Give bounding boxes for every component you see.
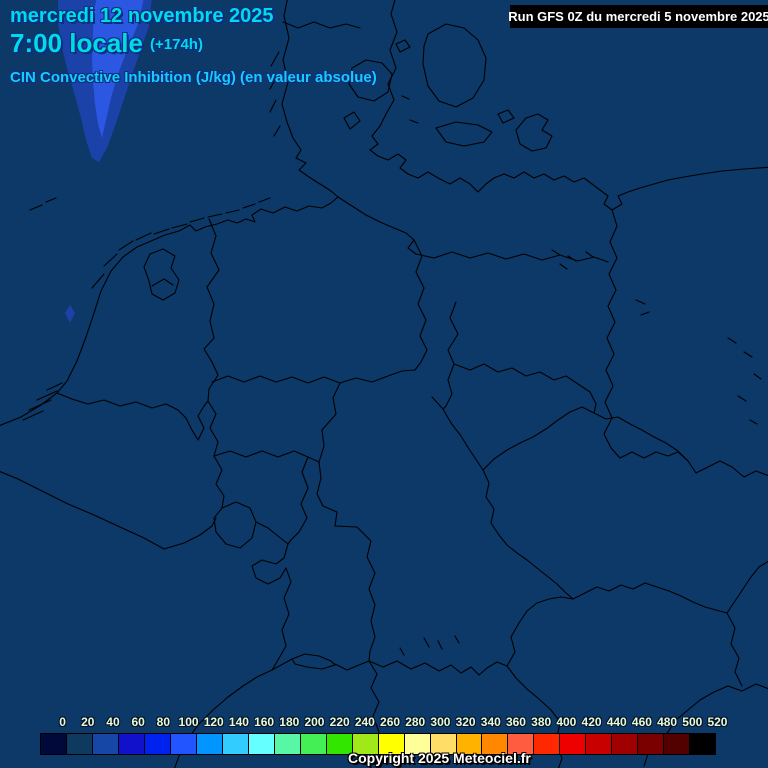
colorbar-cell: [456, 734, 483, 754]
cin-region-mid: [92, 0, 144, 138]
colorbar-tick-label: 160: [254, 715, 275, 729]
colorbar-tick-label: 380: [531, 715, 552, 729]
colorbar-cell: [690, 734, 716, 754]
colorbar-tick-label: 40: [106, 715, 120, 729]
colorbar-tick-label: 480: [657, 715, 678, 729]
colorbar-cells: [40, 733, 716, 755]
forecast-offset-label: (+174h): [150, 36, 203, 53]
colorbar-cell: [170, 734, 197, 754]
colorbar-tick-label: 360: [505, 715, 526, 729]
colorbar-tick-label: 60: [131, 715, 145, 729]
colorbar-cell: [664, 734, 691, 754]
colorbar-cell: [326, 734, 353, 754]
product-title: CIN Convective Inhibition (J/kg) (en val…: [10, 69, 377, 86]
colorbar-cell: [638, 734, 665, 754]
colorbar-cell: [378, 734, 405, 754]
islands: [22, 23, 553, 421]
colorbar-tick-label: 340: [480, 715, 501, 729]
colorbar-tick-label: 500: [682, 715, 703, 729]
coastline-north-sea: [0, 0, 339, 426]
colorbar-tick-label: 460: [631, 715, 652, 729]
colorbar-tick-label: 20: [81, 715, 95, 729]
colorbar-tick-label: 180: [279, 715, 300, 729]
country-borders: [0, 209, 768, 768]
colorbar-tick-label: 200: [304, 715, 325, 729]
colorbar-cell: [612, 734, 639, 754]
colorbar-tick-label: 440: [606, 715, 627, 729]
colorbar-cell: [144, 734, 171, 754]
colorbar-tick-label: 260: [380, 715, 401, 729]
colorbar-tick-label: 520: [707, 715, 728, 729]
colorbar-labels: 0 20 40 60 80 100 120 140 160 180 200 220 240 260 280 3…: [50, 715, 730, 730]
colorbar-cell: [560, 734, 587, 754]
limfjord-line: [282, 21, 361, 29]
colorbar-cell: [66, 734, 93, 754]
colorbar-cell: [586, 734, 613, 754]
colorbar-tick-label: 240: [354, 715, 375, 729]
colorbar-tick-label: 100: [178, 715, 199, 729]
colorbar-tick-label: 120: [203, 715, 224, 729]
colorbar-cell: [404, 734, 431, 754]
colorbar-cell: [430, 734, 457, 754]
cin-region-group: [58, 0, 152, 323]
date-label: mercredi 12 novembre 2025: [10, 5, 274, 27]
state-borders: [211, 196, 609, 662]
colorbar-tick-label: 80: [156, 715, 171, 729]
colorbar-cell: [196, 734, 223, 754]
colorbar-tick-label: 220: [329, 715, 350, 729]
colorbar-tick-label: 140: [228, 715, 249, 729]
colorbar-cell: [248, 734, 275, 754]
colorbar-cell: [534, 734, 561, 754]
colorbar-tick-label: 280: [405, 715, 426, 729]
colorbar-cell: [41, 734, 67, 754]
colorbar-tick-label: 420: [581, 715, 602, 729]
colorbar-cell: [118, 734, 145, 754]
colorbar-tick-label: 0: [59, 715, 66, 729]
lakes: [143, 248, 762, 670]
local-time-label: 7:00 locale: [10, 28, 143, 58]
copyright-label: Copyright 2025 Meteociel.fr: [348, 750, 531, 766]
run-info-box: Run GFS 0Z du mercredi 5 novembre 2025: [508, 5, 768, 28]
colorbar-cell: [482, 734, 509, 754]
colorbar-tick-label: 320: [455, 715, 476, 729]
cin-spot: [65, 305, 75, 323]
run-info-label: Run GFS 0Z du mercredi 5 novembre 2025: [508, 9, 768, 24]
colorbar-cell: [508, 734, 535, 754]
colorbar-tick-label: 400: [556, 715, 577, 729]
colorbar-tick-label: 300: [430, 715, 451, 729]
colorbar-cell: [92, 734, 119, 754]
colorbar-cell: [222, 734, 249, 754]
colorbar-cell: [274, 734, 301, 754]
colorbar-cell: [300, 734, 327, 754]
colorbar-cell: [352, 734, 379, 754]
coastline-baltic: [369, 0, 768, 211]
